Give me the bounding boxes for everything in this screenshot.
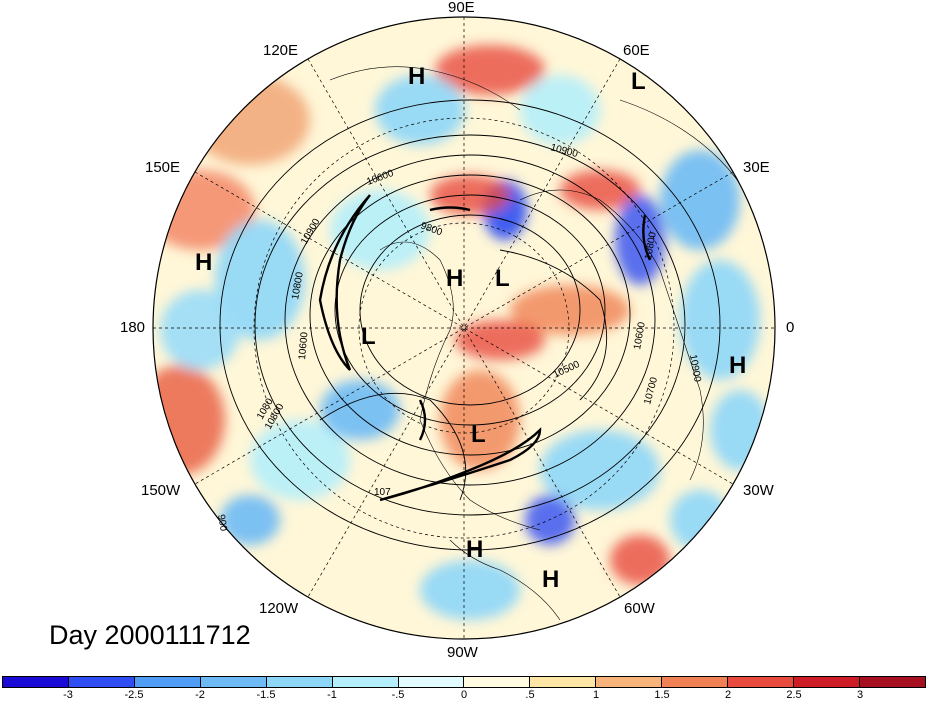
colorbar-tick-label: -3: [63, 689, 73, 701]
contour-label: 107: [374, 487, 391, 498]
anomaly-shading: [153, 45, 770, 620]
pressure-marker-low: L: [361, 323, 376, 350]
contour-label: 10900: [687, 354, 703, 384]
lon-label-60w: 60W: [624, 600, 655, 617]
colorbar-tick-label: -1.5: [256, 689, 276, 701]
colorbar-tick-label: 1: [592, 689, 600, 701]
colorbar-segment: [530, 677, 597, 687]
pressure-marker-low: L: [471, 421, 486, 448]
colorbar: [2, 676, 926, 688]
lon-label-150e: 150E: [145, 159, 181, 176]
pressure-marker-high: H: [466, 536, 484, 563]
contour-label: 10600: [297, 331, 310, 360]
coastlines: [329, 66, 771, 621]
jet-contours: [318, 194, 652, 502]
graticule: [153, 17, 775, 639]
colorbar-tick-label: 1.5: [654, 689, 670, 701]
map-border: [152, 16, 776, 640]
colorbar-segment: [398, 677, 465, 687]
colorbar-tick-label: 2: [724, 689, 732, 701]
pressure-marker-low: L: [631, 68, 646, 95]
colorbar-segment: [3, 677, 69, 687]
colorbar-tick-label: -1: [327, 689, 337, 701]
map-disk: [153, 17, 775, 639]
lon-label-120w: 120W: [259, 600, 299, 617]
lon-label-30e: 30E: [743, 159, 770, 176]
lon-label-90w: 90W: [447, 644, 478, 661]
height-contours: [219, 99, 721, 551]
colorbar-segment: [134, 677, 201, 687]
colorbar-tick-label: -.5: [391, 689, 405, 701]
colorbar-segment: [464, 677, 531, 687]
lon-label-120e: 120E: [263, 42, 299, 59]
pressure-marker-high: H: [408, 63, 426, 90]
contour-label: 10600: [632, 321, 648, 351]
colorbar-segment: [662, 677, 729, 687]
pressure-marker-low: L: [495, 265, 510, 292]
lon-label-90e: 90E: [448, 0, 475, 16]
colorbar-segment: [859, 677, 925, 687]
colorbar-segment: [332, 677, 399, 687]
colorbar-tick-label: 2.5: [786, 689, 802, 701]
colorbar-tick-label: 0: [460, 689, 468, 701]
lon-label-0: 0: [786, 319, 795, 336]
colorbar-segment: [68, 677, 135, 687]
lon-label-30w: 30W: [743, 482, 774, 499]
contour-label: 10800: [290, 271, 306, 301]
pressure-marker-high: H: [446, 265, 464, 292]
colorbar-segment: [596, 677, 663, 687]
contour-label: 900: [215, 514, 229, 533]
day-label: Day 2000111712: [49, 620, 251, 650]
lon-label-180: 180: [120, 319, 146, 336]
contour-label: 10800: [643, 231, 659, 261]
colorbar-segment: [728, 677, 795, 687]
lon-label-150w: 150W: [141, 482, 181, 499]
colorbar-tick-label: 3: [856, 689, 864, 701]
pressure-marker-high: H: [542, 566, 560, 593]
pressure-marker-high: H: [195, 249, 213, 276]
colorbar-tick-label: -2.5: [124, 689, 144, 701]
colorbar-tick-label: .5: [525, 689, 535, 701]
pressure-marker-high: H: [729, 352, 747, 379]
colorbar-segment: [794, 677, 860, 687]
colorbar-segment: [266, 677, 333, 687]
colorbar-tick-label: -2: [195, 689, 205, 701]
lon-label-60e: 60E: [623, 42, 650, 59]
colorbar-segment: [200, 677, 267, 687]
